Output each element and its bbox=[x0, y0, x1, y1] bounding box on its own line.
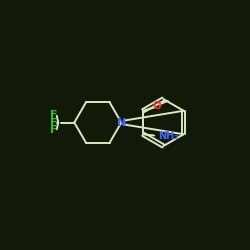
Text: F: F bbox=[50, 110, 58, 120]
Text: F: F bbox=[50, 126, 58, 136]
Text: NH₂: NH₂ bbox=[158, 130, 178, 140]
Text: N: N bbox=[117, 118, 126, 128]
Text: F: F bbox=[50, 118, 58, 128]
Text: O: O bbox=[152, 101, 161, 111]
